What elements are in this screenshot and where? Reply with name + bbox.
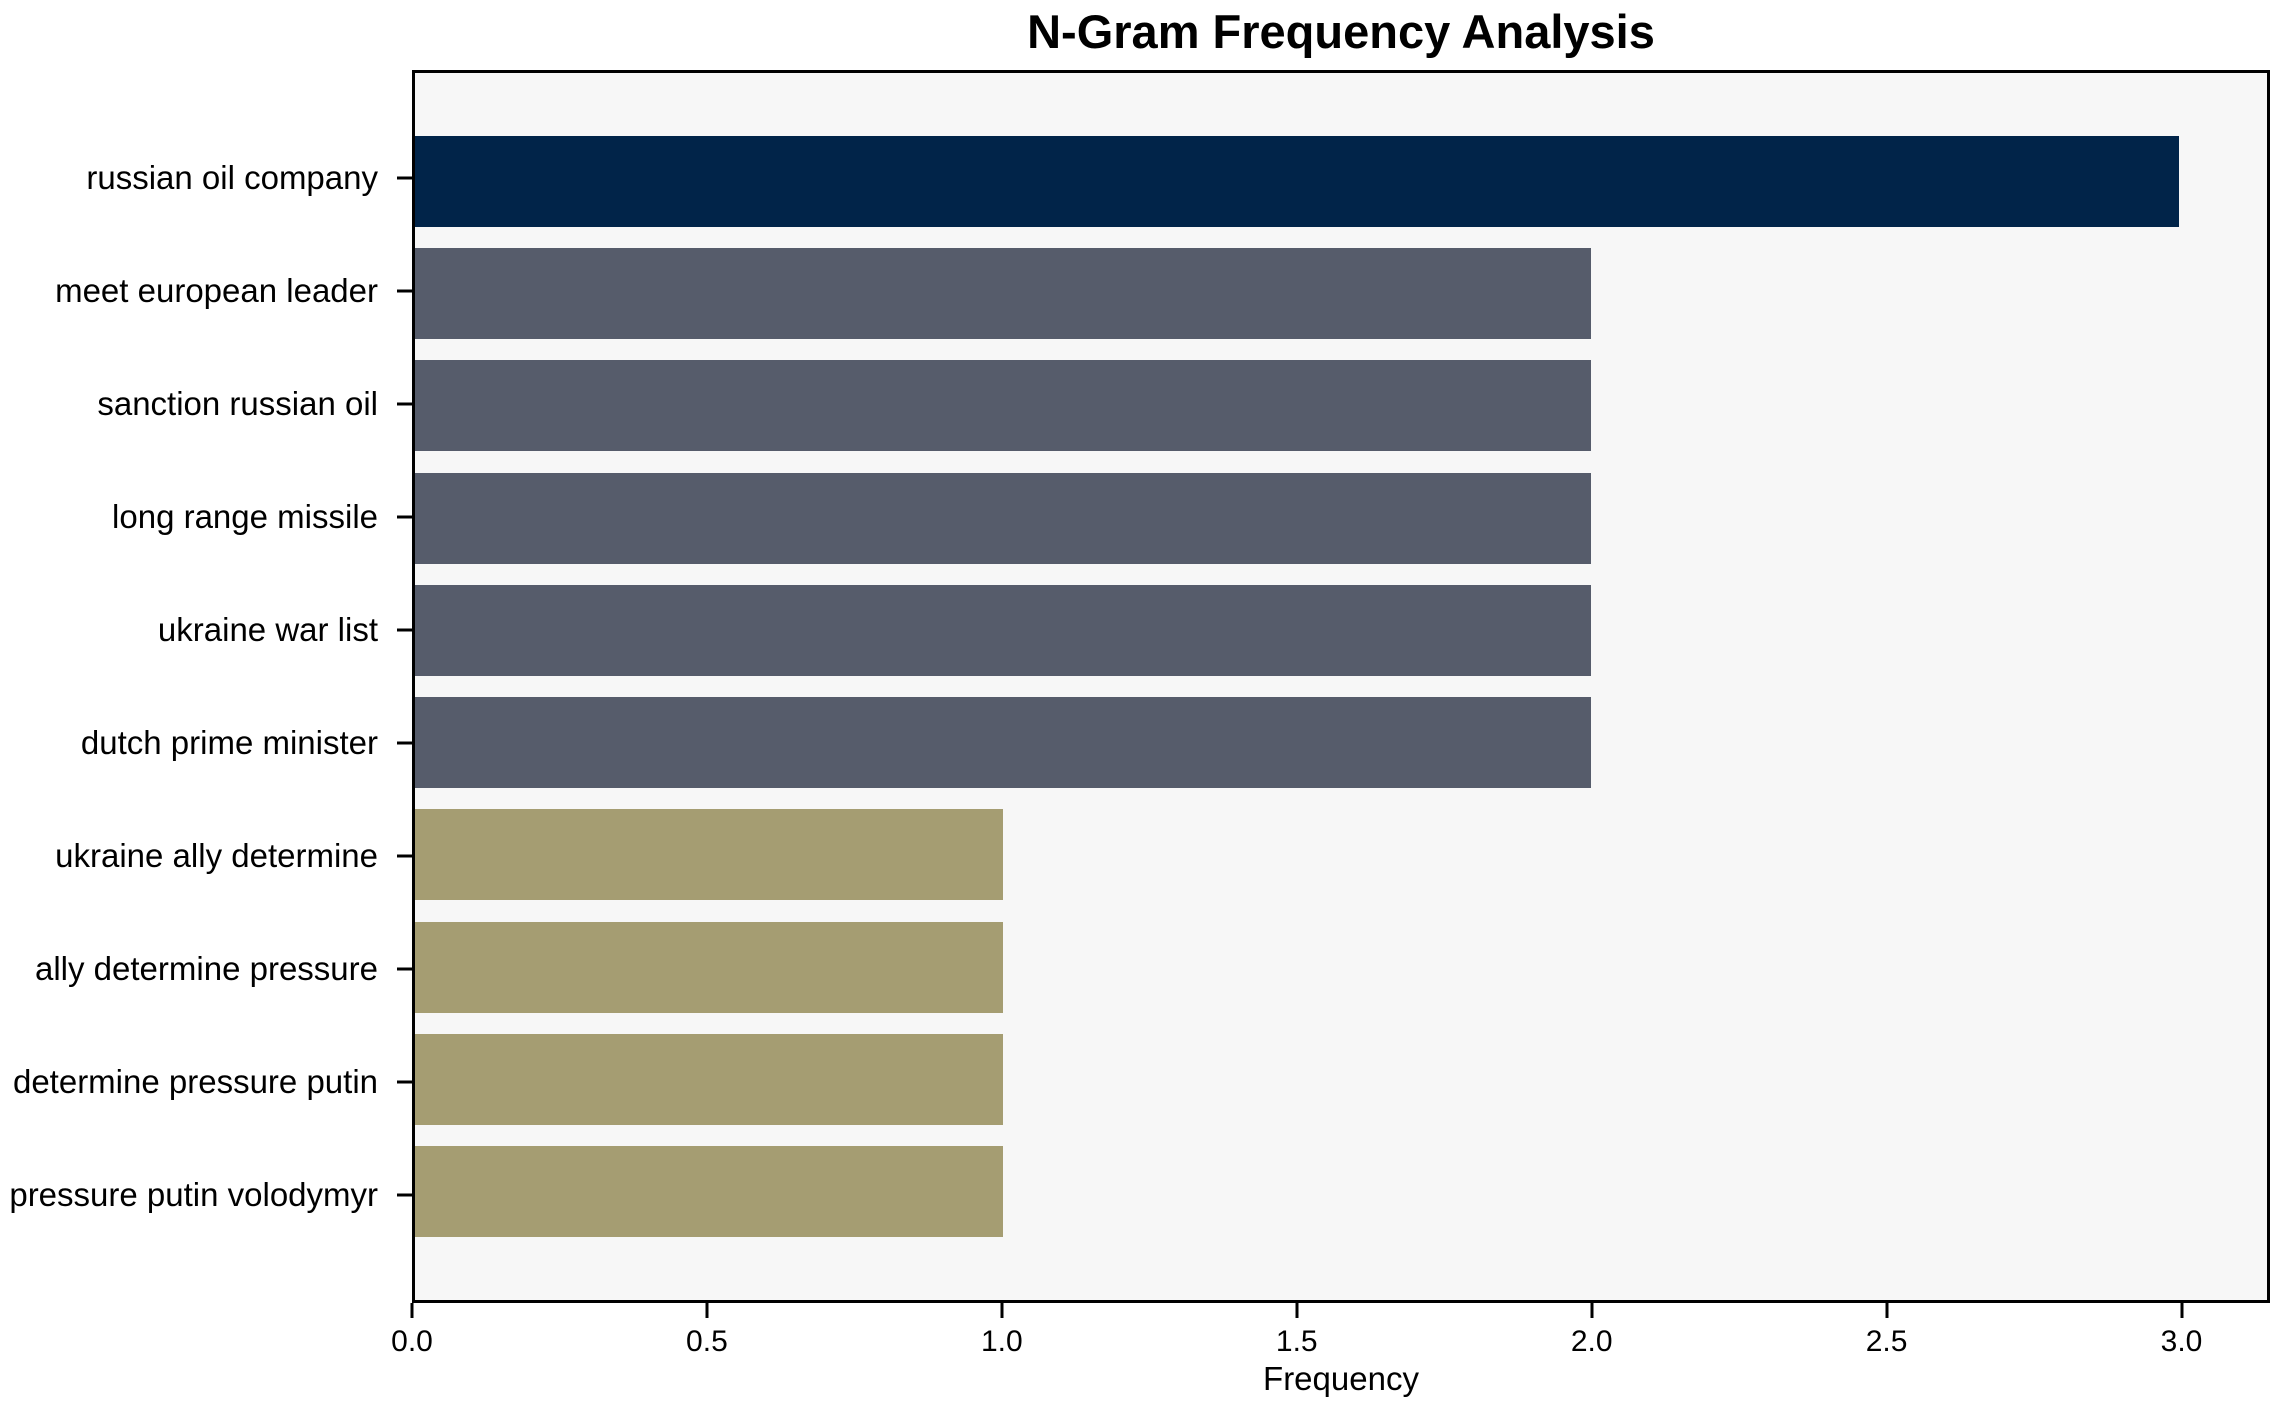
bar-row <box>415 462 2267 574</box>
bar-row <box>415 237 2267 349</box>
y-tick-mark <box>397 741 412 745</box>
y-tick-mark <box>397 176 412 180</box>
y-tick-mark <box>397 967 412 971</box>
bar-row <box>415 1023 2267 1135</box>
x-tick-label: 1.5 <box>1275 1325 1318 1358</box>
x-tick-mark <box>2180 1303 2184 1318</box>
y-tick-mark <box>397 402 412 406</box>
y-tick-mark <box>397 854 412 858</box>
y-tick-mark <box>397 1193 412 1197</box>
y-tick-label: russian oil company <box>86 159 378 197</box>
x-tick-label: 3.0 <box>2160 1325 2203 1358</box>
x-tick-label: 0.0 <box>391 1325 433 1358</box>
bar-row <box>415 574 2267 686</box>
bar <box>415 360 1591 452</box>
bar-row <box>415 125 2267 237</box>
x-tick-mark <box>1590 1303 1594 1318</box>
x-tick-mark <box>410 1303 414 1318</box>
bar <box>415 921 1003 1013</box>
x-tick-mark <box>1295 1303 1299 1318</box>
y-tick-mark <box>397 1080 412 1084</box>
x-tick-mark <box>1000 1303 1004 1318</box>
x-tick-mark <box>705 1303 709 1318</box>
plot-area <box>412 70 2270 1303</box>
y-tick-mark <box>397 289 412 293</box>
x-axis: 0.0 0.5 1.0 1.5 2.0 2.5 3.0 <box>391 1303 2270 1403</box>
y-tick-label: ukraine war list <box>157 611 378 649</box>
y-tick-label: meet european leader <box>55 272 378 310</box>
y-tick-label: ally determine pressure <box>35 949 378 987</box>
bar-row <box>415 1136 2267 1248</box>
bar-row <box>415 686 2267 798</box>
bar <box>415 1146 1003 1238</box>
chart-title: N-Gram Frequency Analysis <box>1027 5 1655 58</box>
bar <box>415 472 1591 564</box>
bar-row <box>415 350 2267 462</box>
x-axis-label: Frequency <box>1263 1360 1419 1397</box>
x-tick-mark <box>1885 1303 1889 1318</box>
x-tick-label: 2.5 <box>1865 1325 1908 1358</box>
bar-row <box>415 911 2267 1023</box>
y-tick-mark <box>397 628 412 632</box>
bar <box>415 584 1591 676</box>
y-tick-label: ukraine ally determine <box>55 836 378 874</box>
y-tick-mark <box>397 515 412 519</box>
bar <box>415 247 1591 339</box>
bar <box>415 1034 1003 1125</box>
y-tick-label: long range missile <box>112 498 378 536</box>
y-tick-label: dutch prime minister <box>80 723 378 761</box>
bar-row <box>415 799 2267 911</box>
y-tick-label: pressure putin volodymyr <box>9 1175 378 1213</box>
x-tick-label: 0.5 <box>686 1325 728 1358</box>
bars-container <box>415 125 2267 1248</box>
bar <box>415 697 1591 789</box>
bar <box>415 809 1003 901</box>
y-axis: russian oil company meet european leader s… <box>0 70 412 1303</box>
y-tick-label: sanction russian oil <box>97 385 378 423</box>
y-tick-label: determine pressure putin <box>12 1062 378 1100</box>
x-tick-label: 2.0 <box>1570 1325 1613 1358</box>
bar <box>415 135 2179 227</box>
x-tick-label: 1.0 <box>980 1325 1023 1358</box>
